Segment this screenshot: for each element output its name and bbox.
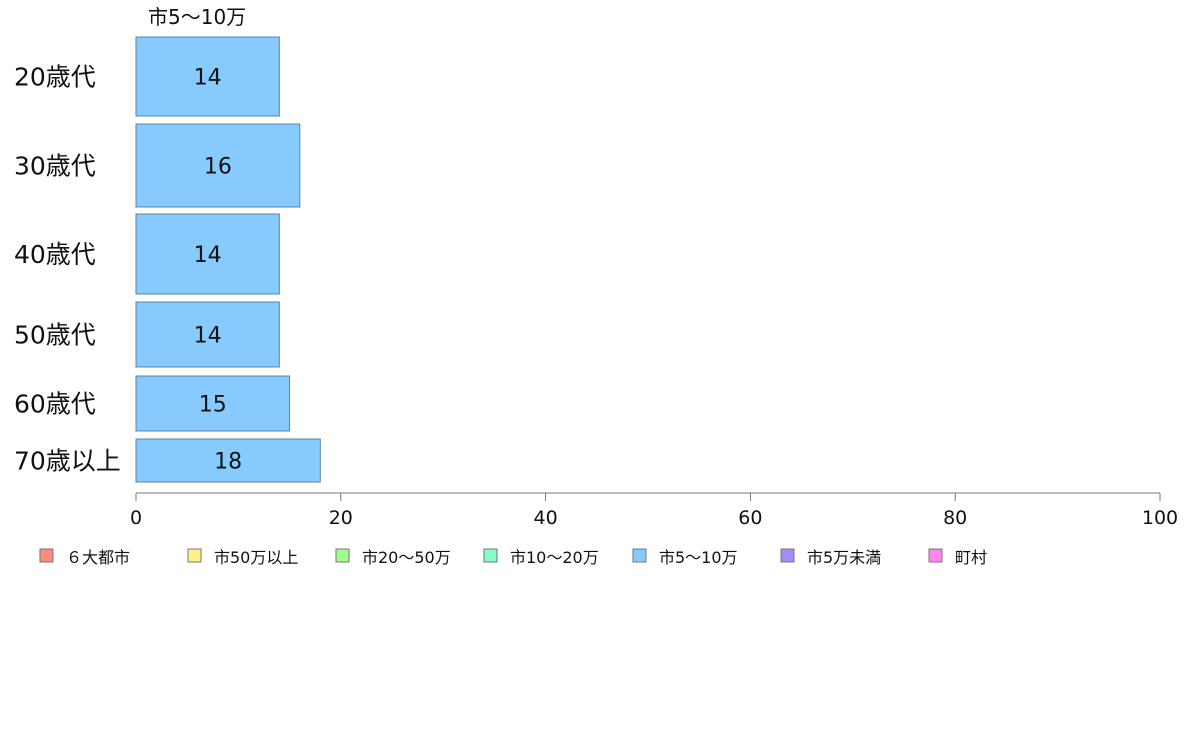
legend-swatch [187, 548, 202, 563]
category-label: 40歳代 [14, 240, 96, 269]
legend-label: 市10〜20万 [510, 548, 599, 567]
x-tick-label: 60 [738, 507, 762, 529]
legend-label: 市50万以上 [214, 548, 298, 567]
x-axis: 0 20 40 60 80 100 [130, 492, 1178, 529]
x-tick-label: 20 [329, 507, 353, 529]
legend-swatch [335, 548, 350, 563]
legend-swatch [632, 548, 647, 563]
series-title: 市5〜10万 [148, 5, 246, 29]
bar-50歳代 [135, 301, 280, 368]
legend: ６大都市 市50万以上 市20〜50万 市10〜20万 市5〜10万 市5万未満 町村 [39, 548, 987, 567]
bar-40歳代 [135, 213, 280, 295]
legend-swatch [928, 548, 943, 563]
bar-value-label: 14 [194, 243, 222, 268]
legend-label: 市20〜50万 [362, 548, 451, 567]
legend-swatch [483, 548, 498, 563]
category-label: 70歳以上 [14, 447, 121, 476]
bar-value-label: 14 [194, 324, 222, 349]
category-label: 30歳代 [14, 152, 96, 181]
x-tick-label: 0 [130, 507, 142, 529]
x-tick-label: 40 [534, 507, 558, 529]
legend-swatch [39, 548, 54, 563]
x-tick-label: 100 [1142, 507, 1178, 529]
category-labels: 20歳代 30歳代 40歳代 50歳代 60歳代 70歳以上 [14, 63, 121, 476]
legend-label: 市5〜10万 [659, 548, 738, 567]
bars-group: 14 16 14 14 15 18 [135, 36, 321, 483]
category-label: 50歳代 [14, 321, 96, 350]
legend-label: 町村 [955, 548, 987, 567]
bar-value-label: 15 [199, 393, 227, 418]
category-label: 20歳代 [14, 63, 96, 92]
legend-label: ６大都市 [66, 548, 130, 567]
bar-30歳代 [135, 123, 301, 208]
legend-swatch [780, 548, 795, 563]
bar-20歳代 [135, 36, 280, 117]
x-tick-label: 80 [943, 507, 967, 529]
bar-value-label: 16 [204, 155, 232, 180]
bar-value-label: 14 [194, 66, 222, 91]
legend-label: 市5万未満 [807, 548, 881, 567]
bar-value-label: 18 [214, 450, 242, 475]
bar-70歳以上 [135, 438, 321, 483]
category-label: 60歳代 [14, 390, 96, 419]
bar-60歳代 [135, 375, 291, 432]
